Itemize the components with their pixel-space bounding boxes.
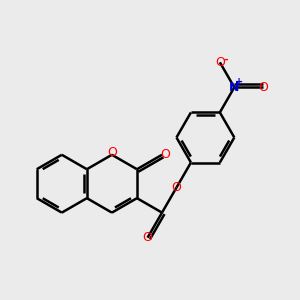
Text: O: O — [107, 146, 117, 159]
Text: O: O — [215, 56, 225, 69]
Text: N: N — [229, 81, 239, 94]
Text: O: O — [160, 148, 170, 161]
Text: O: O — [258, 81, 268, 94]
Text: O: O — [172, 181, 182, 194]
Text: -: - — [223, 54, 228, 64]
Text: O: O — [142, 231, 152, 244]
Text: +: + — [236, 76, 244, 87]
